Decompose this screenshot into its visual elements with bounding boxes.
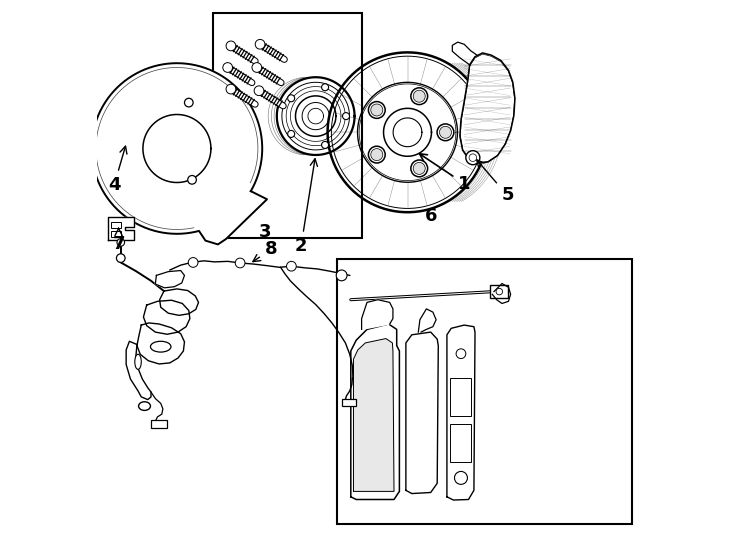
Circle shape bbox=[252, 63, 262, 72]
Circle shape bbox=[368, 146, 385, 163]
Polygon shape bbox=[108, 217, 134, 240]
Circle shape bbox=[437, 124, 454, 141]
Bar bbox=[450, 378, 470, 416]
Text: 7: 7 bbox=[112, 228, 125, 253]
Circle shape bbox=[226, 41, 236, 51]
Text: 5: 5 bbox=[477, 160, 514, 205]
Circle shape bbox=[411, 160, 428, 177]
Bar bbox=[450, 424, 470, 462]
Circle shape bbox=[117, 239, 125, 246]
Circle shape bbox=[254, 86, 264, 96]
Polygon shape bbox=[418, 309, 436, 332]
Polygon shape bbox=[354, 339, 394, 491]
Circle shape bbox=[454, 471, 468, 484]
Circle shape bbox=[368, 102, 385, 118]
Text: 3: 3 bbox=[259, 223, 272, 241]
Circle shape bbox=[336, 270, 347, 281]
Circle shape bbox=[288, 131, 294, 137]
Polygon shape bbox=[460, 53, 515, 163]
Circle shape bbox=[184, 98, 193, 107]
Circle shape bbox=[235, 258, 245, 268]
Text: 1: 1 bbox=[419, 154, 470, 193]
Circle shape bbox=[411, 88, 428, 105]
Circle shape bbox=[321, 84, 329, 91]
Circle shape bbox=[343, 113, 349, 119]
Circle shape bbox=[188, 176, 197, 184]
Polygon shape bbox=[351, 324, 399, 500]
Ellipse shape bbox=[150, 341, 171, 352]
Bar bbox=[151, 420, 167, 428]
Circle shape bbox=[371, 148, 383, 160]
Circle shape bbox=[413, 90, 425, 102]
Polygon shape bbox=[452, 42, 478, 65]
Bar bbox=[213, 14, 362, 238]
Circle shape bbox=[413, 163, 425, 174]
Circle shape bbox=[440, 126, 451, 138]
Text: 6: 6 bbox=[424, 207, 437, 225]
Polygon shape bbox=[406, 332, 438, 494]
Circle shape bbox=[117, 254, 125, 262]
Text: 4: 4 bbox=[108, 146, 127, 194]
Circle shape bbox=[223, 63, 233, 72]
Polygon shape bbox=[143, 300, 190, 334]
Polygon shape bbox=[447, 325, 475, 500]
Bar bbox=[111, 231, 121, 237]
Circle shape bbox=[321, 141, 329, 149]
Bar bbox=[490, 285, 509, 298]
Polygon shape bbox=[159, 289, 198, 315]
Ellipse shape bbox=[135, 354, 141, 369]
Bar bbox=[111, 222, 121, 228]
Polygon shape bbox=[126, 341, 151, 400]
Circle shape bbox=[226, 84, 236, 94]
Polygon shape bbox=[362, 300, 393, 329]
Circle shape bbox=[496, 288, 503, 295]
Circle shape bbox=[255, 39, 265, 49]
Text: 8: 8 bbox=[253, 240, 277, 262]
Circle shape bbox=[371, 104, 383, 116]
Circle shape bbox=[456, 349, 466, 359]
Polygon shape bbox=[137, 323, 184, 364]
Bar bbox=[338, 259, 631, 524]
Text: 2: 2 bbox=[295, 159, 317, 255]
Circle shape bbox=[469, 154, 476, 161]
Bar bbox=[342, 399, 356, 406]
Circle shape bbox=[466, 151, 480, 165]
Polygon shape bbox=[156, 271, 184, 288]
Ellipse shape bbox=[139, 402, 150, 410]
Polygon shape bbox=[92, 63, 267, 245]
Circle shape bbox=[286, 261, 297, 271]
Circle shape bbox=[288, 95, 294, 102]
Circle shape bbox=[188, 258, 198, 267]
